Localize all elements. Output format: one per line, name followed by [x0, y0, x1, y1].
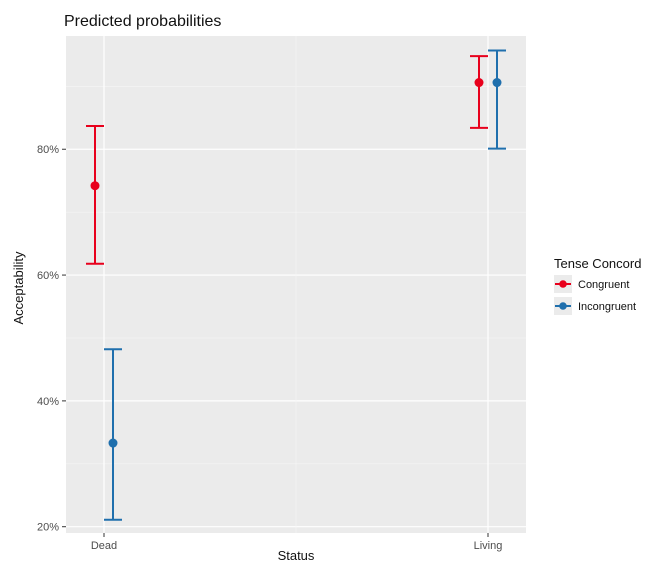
data-marks [86, 49, 506, 521]
legend-title: Tense Concord [554, 256, 641, 271]
data-point [492, 78, 502, 88]
y-tick-label: 40% [37, 396, 59, 408]
legend-item-congruent: Congruent [554, 275, 629, 293]
data-point [108, 438, 118, 448]
data-point [474, 78, 484, 88]
legend-item-incongruent: Incongruent [554, 297, 636, 315]
y-tick-label: 80% [37, 144, 59, 156]
x-tick-label: Dead [91, 540, 117, 552]
series-incongruent [104, 49, 506, 521]
x-axis-ticks: Dead Living [91, 533, 503, 552]
y-axis-ticks: 20% 40% 60% 80% [37, 144, 66, 534]
legend-label: Incongruent [578, 301, 636, 313]
y-tick-label: 60% [37, 270, 59, 282]
x-tick-label: Living [474, 540, 503, 552]
x-axis-title: Status [278, 548, 315, 563]
data-point [90, 181, 100, 191]
legend-label: Congruent [578, 279, 629, 291]
y-tick-label: 20% [37, 522, 59, 534]
chart-title: Predicted probabilities [64, 13, 221, 30]
grid-lines [66, 36, 526, 533]
series-congruent [86, 55, 488, 265]
legend-key-point [559, 302, 567, 310]
legend-key-point [559, 280, 567, 288]
legend: Tense Concord Congruent Incongruent [554, 256, 641, 315]
y-axis-title: Acceptability [11, 251, 26, 324]
